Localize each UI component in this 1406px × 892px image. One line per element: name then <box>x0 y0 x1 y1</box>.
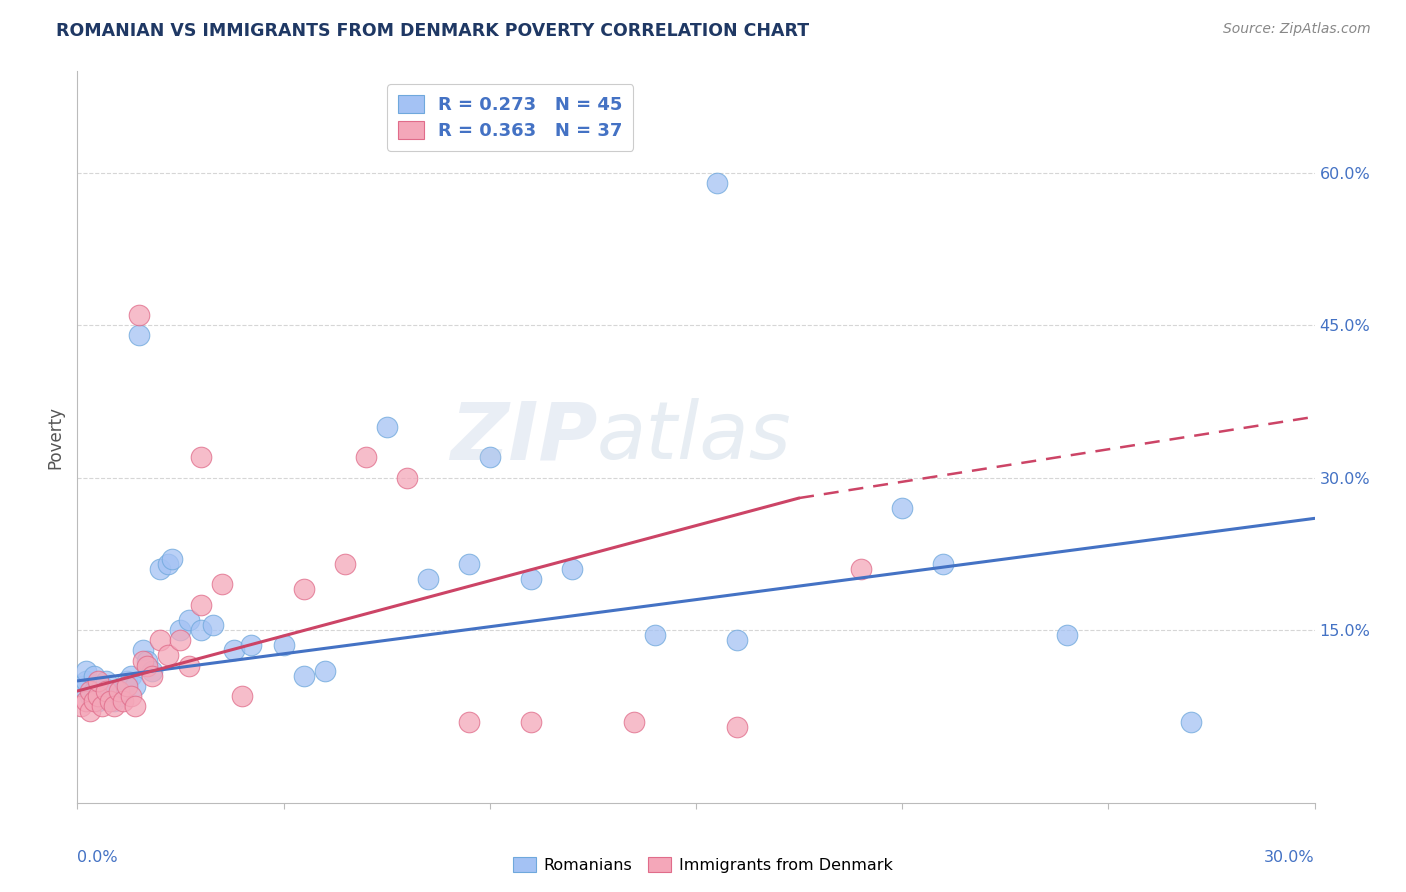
Point <box>416 572 439 586</box>
Point <box>111 684 134 698</box>
Point <box>83 684 105 698</box>
Point <box>83 669 105 683</box>
Point <box>396 471 419 485</box>
Point <box>169 633 191 648</box>
Point <box>932 557 955 571</box>
Point <box>124 699 146 714</box>
Point <box>103 694 125 708</box>
Point <box>157 557 180 571</box>
Point <box>128 328 150 343</box>
Point <box>98 684 121 698</box>
Point <box>136 654 159 668</box>
Point <box>79 705 101 719</box>
Y-axis label: Poverty: Poverty <box>46 406 65 468</box>
Point <box>103 699 125 714</box>
Point <box>79 689 101 703</box>
Point <box>1180 714 1202 729</box>
Point <box>644 628 666 642</box>
Point <box>202 618 225 632</box>
Point <box>132 654 155 668</box>
Point <box>87 694 110 708</box>
Point <box>458 714 481 729</box>
Point <box>520 572 543 586</box>
Point <box>149 562 172 576</box>
Text: 30.0%: 30.0% <box>1264 850 1315 865</box>
Point <box>79 684 101 698</box>
Point <box>849 562 872 576</box>
Point <box>124 679 146 693</box>
Text: ROMANIAN VS IMMIGRANTS FROM DENMARK POVERTY CORRELATION CHART: ROMANIAN VS IMMIGRANTS FROM DENMARK POVE… <box>56 22 810 40</box>
Point <box>458 557 481 571</box>
Point <box>128 308 150 322</box>
Point <box>70 679 93 693</box>
Text: Source: ZipAtlas.com: Source: ZipAtlas.com <box>1223 22 1371 37</box>
Point <box>190 450 212 465</box>
Point <box>132 643 155 657</box>
Point <box>120 689 142 703</box>
Point <box>190 623 212 637</box>
Point <box>1056 628 1078 642</box>
Point <box>169 623 191 637</box>
Point <box>83 694 105 708</box>
Point <box>292 669 315 683</box>
Point <box>561 562 583 576</box>
Text: 0.0%: 0.0% <box>77 850 118 865</box>
Point <box>141 664 163 678</box>
Point <box>111 694 134 708</box>
Point <box>354 450 377 465</box>
Point <box>91 699 114 714</box>
Point <box>87 673 110 688</box>
Point <box>136 658 159 673</box>
Point <box>141 669 163 683</box>
Legend: R = 0.273   N = 45, R = 0.363   N = 37: R = 0.273 N = 45, R = 0.363 N = 37 <box>388 84 633 151</box>
Point <box>478 450 501 465</box>
Point <box>231 689 253 703</box>
Point <box>149 633 172 648</box>
Point <box>177 613 200 627</box>
Point <box>190 598 212 612</box>
Point <box>375 420 398 434</box>
Point <box>623 714 645 729</box>
Text: atlas: atlas <box>598 398 792 476</box>
Point <box>239 638 262 652</box>
Point <box>314 664 336 678</box>
Point <box>87 689 110 703</box>
Point <box>177 658 200 673</box>
Point <box>706 176 728 190</box>
Point <box>160 552 183 566</box>
Point <box>273 638 295 652</box>
Point <box>96 684 118 698</box>
Point <box>98 694 121 708</box>
Point <box>96 673 118 688</box>
Point <box>91 679 114 693</box>
Point <box>211 577 233 591</box>
Point <box>120 669 142 683</box>
Point <box>70 699 93 714</box>
Text: ZIP: ZIP <box>450 398 598 476</box>
Point <box>222 643 245 657</box>
Point <box>107 684 129 698</box>
Point <box>115 673 138 688</box>
Point <box>157 648 180 663</box>
Point <box>292 582 315 597</box>
Legend: Romanians, Immigrants from Denmark: Romanians, Immigrants from Denmark <box>508 851 898 880</box>
Point <box>725 720 748 734</box>
Point <box>75 694 97 708</box>
Point <box>115 679 138 693</box>
Point <box>107 689 129 703</box>
Point <box>75 673 97 688</box>
Point <box>335 557 357 571</box>
Point <box>891 501 914 516</box>
Point <box>520 714 543 729</box>
Point <box>75 664 97 678</box>
Point <box>725 633 748 648</box>
